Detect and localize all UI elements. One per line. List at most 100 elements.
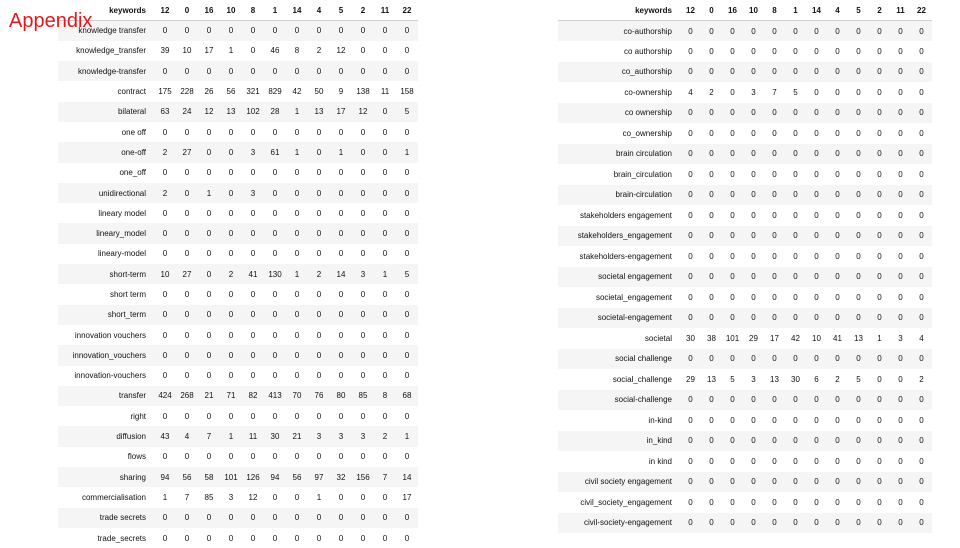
cluster-column-header: 8: [242, 0, 264, 21]
count-cell: 76: [308, 385, 330, 407]
count-cell: 0: [242, 446, 264, 468]
count-cell: 0: [396, 223, 418, 244]
count-cell: 0: [890, 451, 911, 472]
count-cell: 0: [785, 492, 806, 513]
count-cell: 2: [911, 369, 932, 390]
count-cell: 0: [911, 41, 932, 62]
count-cell: 3: [242, 182, 264, 204]
count-cell: 0: [701, 20, 722, 41]
cluster-column-header: 22: [911, 0, 932, 21]
keyword-cell: commercialisation: [58, 487, 154, 508]
count-cell: 0: [806, 82, 827, 103]
count-cell: 5: [722, 369, 743, 390]
count-cell: 0: [330, 223, 352, 244]
count-cell: 0: [198, 142, 220, 163]
cluster-column-header: 5: [848, 0, 869, 21]
count-cell: 0: [785, 225, 806, 246]
count-cell: 0: [680, 410, 701, 431]
count-cell: 0: [242, 284, 264, 305]
count-cell: 0: [220, 243, 242, 265]
count-cell: 130: [264, 264, 286, 285]
count-cell: 0: [198, 365, 220, 386]
table-row: societal engagement 0 0 0 0 0 0 0 0 0 0 0 0: [558, 266, 932, 287]
count-cell: 175: [154, 81, 176, 102]
count-cell: 68: [396, 385, 418, 407]
count-cell: 0: [264, 527, 286, 548]
count-cell: 1: [374, 264, 396, 285]
count-cell: 70: [286, 385, 308, 407]
count-cell: 0: [308, 162, 330, 183]
count-cell: 0: [176, 406, 198, 427]
count-cell: 0: [806, 246, 827, 267]
table-row: in kind 0 0 0 0 0 0 0 0 0 0 0 0: [558, 451, 932, 472]
count-cell: 0: [869, 20, 890, 41]
count-cell: 0: [743, 307, 764, 328]
count-cell: 56: [220, 81, 242, 102]
count-cell: 7: [176, 487, 198, 508]
count-cell: 0: [176, 345, 198, 366]
count-cell: 13: [220, 101, 242, 122]
table-row: unidirectional 2 0 1 0 3 0 0 0 0 0 0 0: [58, 182, 418, 204]
count-cell: 0: [220, 284, 242, 305]
table-row: societal_engagement 0 0 0 0 0 0 0 0 0 0 0 0: [558, 287, 932, 308]
count-cell: 1: [396, 426, 418, 447]
count-cell: 0: [869, 348, 890, 369]
count-cell: 10: [176, 40, 198, 62]
count-cell: 0: [330, 446, 352, 468]
count-cell: 80: [330, 385, 352, 407]
count-cell: 0: [806, 266, 827, 287]
count-cell: 0: [911, 123, 932, 144]
count-cell: 0: [722, 410, 743, 431]
count-cell: 0: [869, 492, 890, 513]
count-cell: 14: [396, 467, 418, 488]
count-cell: 17: [330, 101, 352, 122]
table-row: one-off 2 27 0 0 3 61 1 0 1 0 0 1: [58, 142, 418, 163]
count-cell: 0: [242, 324, 264, 346]
count-cell: 0: [701, 451, 722, 472]
count-cell: 0: [869, 430, 890, 451]
count-cell: 0: [743, 61, 764, 82]
count-cell: 0: [785, 143, 806, 164]
count-cell: 0: [286, 182, 308, 204]
table-row: knowledge transfer 0 0 0 0 0 0 0 0 0 0 0 0: [58, 20, 418, 41]
keyword-cell: short_term: [58, 304, 154, 325]
cluster-column-header: 5: [330, 0, 352, 21]
count-cell: 7: [198, 426, 220, 447]
count-cell: 0: [220, 142, 242, 163]
count-cell: 0: [722, 164, 743, 185]
count-cell: 0: [806, 225, 827, 246]
count-cell: 0: [890, 430, 911, 451]
count-cell: 0: [869, 41, 890, 62]
count-cell: 0: [701, 143, 722, 164]
count-cell: 0: [264, 284, 286, 305]
count-cell: 3: [352, 426, 374, 447]
count-cell: 3: [743, 82, 764, 103]
table-row: brain-circulation 0 0 0 0 0 0 0 0 0 0 0 0: [558, 184, 932, 205]
table-header-row: keywords 12 0 16 10 8 1 14 4 5 2 11 22: [558, 0, 932, 21]
table-row: short-term 10 27 0 2 41 130 1 2 14 3 1 5: [58, 264, 418, 285]
count-cell: 0: [722, 41, 743, 62]
count-cell: 0: [806, 348, 827, 369]
cluster-column-header: 10: [743, 0, 764, 21]
count-cell: 0: [722, 246, 743, 267]
keyword-cell: transfer: [58, 385, 154, 407]
count-cell: 101: [722, 328, 743, 349]
count-cell: 0: [890, 123, 911, 144]
count-cell: 0: [911, 410, 932, 431]
count-cell: 0: [743, 184, 764, 205]
count-cell: 0: [198, 345, 220, 366]
table-row: in-kind 0 0 0 0 0 0 0 0 0 0 0 0: [558, 410, 932, 431]
count-cell: 26: [198, 81, 220, 102]
count-cell: 0: [764, 205, 785, 226]
count-cell: 0: [848, 512, 869, 533]
count-cell: 0: [869, 307, 890, 328]
count-cell: 0: [869, 369, 890, 390]
cluster-column-header: 10: [220, 0, 242, 21]
count-cell: 0: [154, 324, 176, 346]
count-cell: 0: [242, 61, 264, 82]
count-cell: 14: [330, 264, 352, 285]
count-cell: 0: [743, 225, 764, 246]
count-cell: 0: [220, 223, 242, 244]
count-cell: 61: [264, 142, 286, 163]
cluster-column-header: 12: [680, 0, 701, 21]
